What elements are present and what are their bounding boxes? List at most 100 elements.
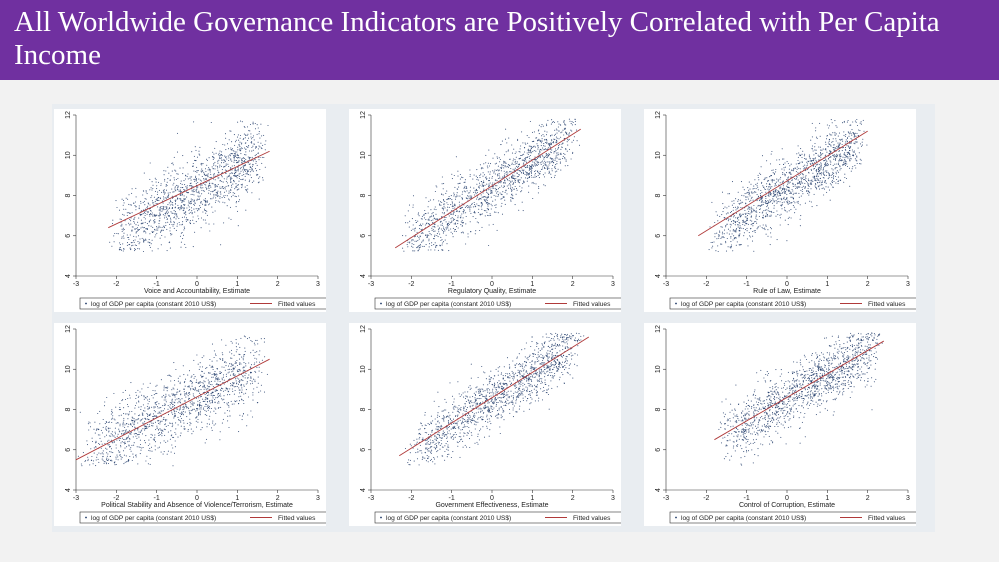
scatter-point [244, 170, 247, 172]
scatter-point [173, 221, 175, 223]
scatter-point [492, 157, 494, 159]
scatter-point [790, 163, 792, 165]
scatter-point [405, 222, 407, 224]
scatter-point [539, 148, 541, 150]
scatter-point [172, 164, 174, 166]
scatter-point [771, 211, 773, 214]
scatter-point [135, 196, 137, 198]
scatter-point [243, 157, 245, 159]
scatter-point [730, 246, 732, 248]
scatter-point [128, 222, 130, 224]
scatter-point [849, 157, 851, 159]
scatter-point [208, 184, 210, 186]
scatter-point [461, 198, 463, 200]
scatter-point [243, 169, 246, 171]
scatter-point [223, 191, 226, 193]
scatter-point [453, 210, 455, 212]
scatter-point [744, 193, 746, 195]
scatter-point [126, 214, 128, 217]
scatter-point [798, 152, 800, 154]
scatter-point [831, 173, 834, 175]
scatter-point [199, 184, 201, 186]
scatter-point [161, 420, 163, 422]
scatter-point [121, 457, 123, 459]
scatter-point [521, 169, 523, 171]
scatter-point [115, 458, 117, 460]
scatter-point [198, 174, 200, 176]
scatter-point [448, 223, 450, 226]
scatter-point [195, 149, 197, 151]
scatter-point [204, 168, 207, 170]
scatter-point [446, 222, 449, 225]
scatter-point [247, 156, 249, 158]
scatter-point [754, 231, 756, 234]
scatter-point [805, 177, 807, 180]
scatter-point [430, 209, 432, 211]
scatter-point [213, 153, 215, 155]
scatter-point [208, 372, 210, 374]
scatter-point [238, 381, 241, 384]
scatter-point [464, 191, 466, 193]
scatter-point [744, 221, 746, 223]
scatter-point [103, 405, 106, 407]
scatter-point [540, 163, 542, 165]
scatter-point [842, 140, 844, 142]
scatter-point [238, 173, 240, 175]
scatter-point [157, 191, 159, 193]
scatter-point [849, 159, 851, 162]
scatter-point [458, 204, 461, 206]
scatter-point [838, 150, 840, 152]
scatter-point [491, 177, 493, 179]
scatter-point [537, 145, 539, 147]
scatter-point [513, 158, 515, 160]
scatter-point [508, 180, 510, 182]
scatter-point [151, 181, 153, 183]
scatter-point [841, 150, 843, 152]
scatter-point [806, 163, 808, 165]
scatter-point [462, 232, 464, 234]
scatter-point [461, 203, 463, 205]
scatter-point [797, 172, 799, 174]
scatter-point [160, 412, 162, 414]
scatter-point [264, 149, 266, 151]
scatter-point [163, 451, 165, 453]
scatter-point [548, 172, 551, 174]
scatter-point [184, 203, 186, 206]
scatter-point [829, 133, 831, 135]
scatter-point [783, 173, 785, 175]
scatter-point [480, 198, 482, 200]
scatter-point [205, 170, 207, 173]
scatter-point [533, 170, 536, 172]
scatter-point [837, 171, 840, 173]
scatter-point [203, 178, 205, 180]
scatter-point [142, 446, 144, 449]
scatter-point [840, 179, 842, 181]
x-tick-label: 0 [490, 281, 494, 288]
scatter-point [245, 189, 247, 191]
scatter-point [818, 159, 820, 161]
scatter-point [723, 233, 725, 235]
scatter-point [254, 167, 257, 170]
scatter-point [176, 398, 178, 400]
scatter-point [180, 180, 182, 182]
scatter-point [487, 162, 489, 164]
scatter-point [515, 163, 517, 165]
scatter-point [802, 185, 804, 187]
scatter-point [778, 198, 780, 200]
scatter-point [158, 422, 160, 424]
scatter-point [149, 178, 151, 180]
scatter-point [854, 165, 856, 167]
scatter-point [512, 195, 514, 197]
scatter-point [238, 188, 240, 190]
scatter-point [711, 241, 713, 243]
scatter-point [779, 201, 781, 203]
scatter-point [422, 245, 424, 247]
scatter-point [195, 388, 197, 390]
scatter-point [474, 204, 476, 206]
scatter-point [119, 218, 121, 220]
scatter-point [238, 180, 240, 182]
scatter-point [504, 179, 506, 181]
scatter-point [803, 155, 805, 157]
scatter-point [789, 171, 791, 173]
scatter-point [774, 191, 776, 193]
